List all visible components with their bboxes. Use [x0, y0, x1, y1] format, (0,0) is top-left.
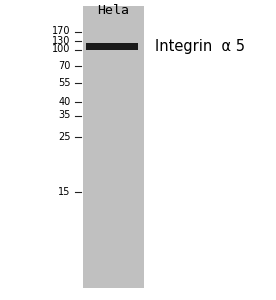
- Text: Hela: Hela: [97, 4, 129, 17]
- FancyBboxPatch shape: [86, 43, 138, 50]
- Text: 100: 100: [52, 44, 70, 55]
- Text: 130: 130: [52, 35, 70, 46]
- Text: 70: 70: [58, 61, 70, 71]
- Text: 35: 35: [58, 110, 70, 121]
- FancyBboxPatch shape: [83, 6, 144, 288]
- Text: Integrin  α 5: Integrin α 5: [155, 39, 245, 54]
- Text: 15: 15: [58, 187, 70, 197]
- Text: 40: 40: [58, 97, 70, 107]
- Text: 170: 170: [52, 26, 70, 37]
- Text: 55: 55: [58, 77, 70, 88]
- Text: 25: 25: [58, 131, 70, 142]
